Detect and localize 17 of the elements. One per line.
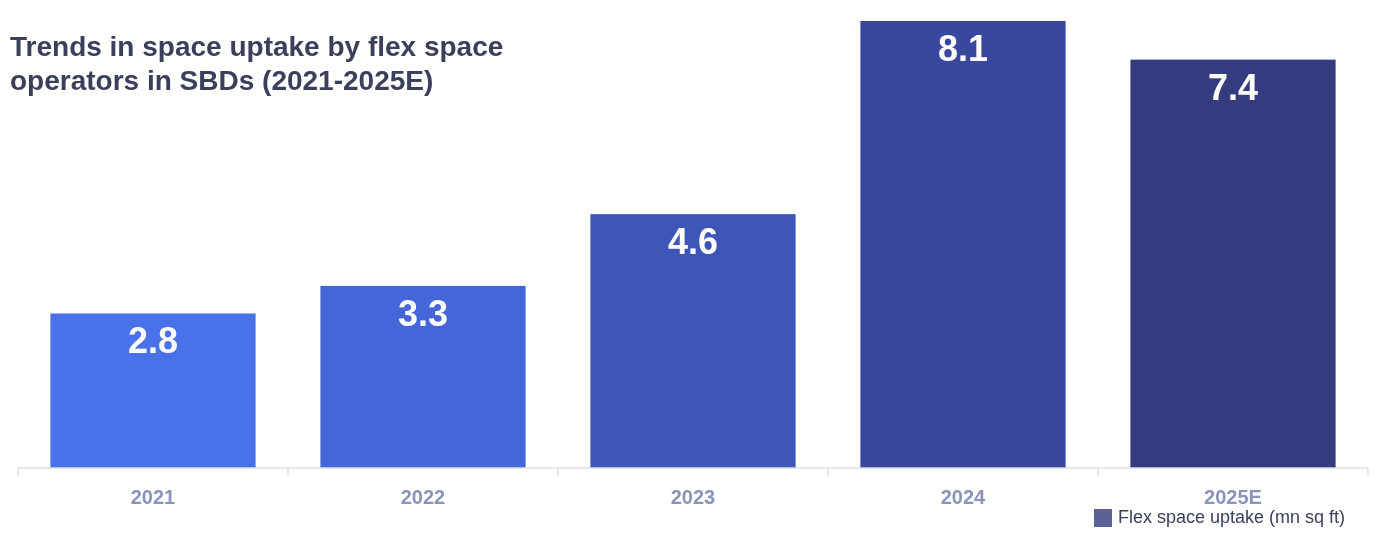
data-label: 4.6	[667, 221, 719, 263]
bar	[590, 214, 796, 468]
data-label: 7.4	[1207, 66, 1259, 108]
x-tick-label: 2023	[670, 486, 716, 508]
x-tick-label: 2022	[400, 486, 446, 508]
text: Trends in space uptake by flex space operators in SBDs (2021-2025E)	[10, 31, 504, 96]
bar	[50, 313, 256, 468]
data-label: 2.8	[127, 320, 179, 362]
x-tick-label: 2024	[940, 486, 987, 508]
x-tick-label: 2021	[130, 486, 176, 508]
bar	[320, 285, 526, 468]
bar	[860, 21, 1066, 468]
text: Flex space uptake (mn sq ft)	[1118, 506, 1346, 527]
x-tick-label: 2025E	[1204, 486, 1262, 508]
data-label: 3.3	[397, 292, 449, 334]
bar	[1130, 59, 1336, 468]
data-label: 8.1	[937, 28, 989, 69]
